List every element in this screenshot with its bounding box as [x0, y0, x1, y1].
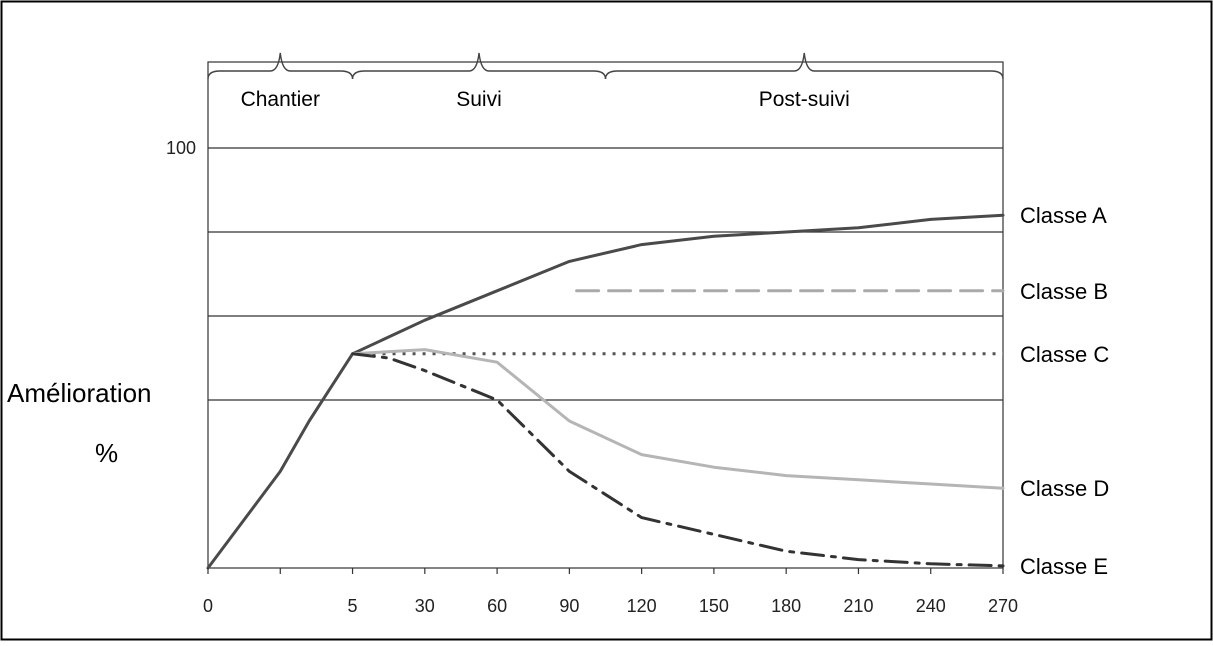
y-axis-title-line2: %	[95, 438, 118, 468]
x-tick-label: 150	[699, 596, 729, 616]
plot-area	[207, 61, 1004, 569]
series-label: Classe A	[1020, 203, 1107, 228]
series-label: Classe E	[1020, 554, 1108, 579]
x-tick-label: 90	[559, 596, 579, 616]
x-tick-label: 30	[415, 596, 435, 616]
phase-label: Post-suivi	[759, 88, 850, 111]
phase-label: Suivi	[456, 88, 502, 111]
series-line-classe-a	[206, 213, 1005, 570]
series-label: Classe B	[1020, 279, 1108, 304]
y-tick-label: 100	[166, 138, 196, 158]
phase-brace	[207, 52, 354, 80]
x-tick-label: 270	[988, 596, 1018, 616]
x-tick-label: 180	[771, 596, 801, 616]
series-line-classe-e	[351, 352, 1005, 568]
series-line-classe-d	[351, 348, 1005, 490]
series-label: Classe C	[1020, 342, 1109, 367]
phase-brace	[351, 52, 607, 80]
phase-label: Chantier	[241, 88, 320, 111]
y-axis-title-line1: Amélioration	[7, 378, 152, 408]
x-tick-label: 210	[843, 596, 873, 616]
x-tick-label: 60	[487, 596, 507, 616]
series-label: Classe D	[1020, 476, 1109, 501]
x-tick-label: 5	[348, 596, 358, 616]
x-tick-label: 0	[203, 596, 213, 616]
phase-brace	[604, 52, 1004, 80]
x-tick-label: 120	[627, 596, 657, 616]
x-tick-label: 240	[916, 596, 946, 616]
